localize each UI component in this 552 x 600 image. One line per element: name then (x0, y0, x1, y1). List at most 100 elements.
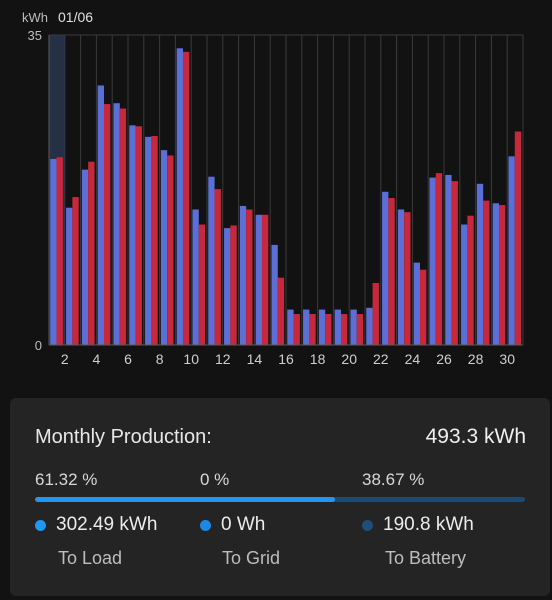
chart-bar[interactable] (135, 126, 142, 345)
chart-bar[interactable] (192, 209, 199, 345)
chart-bar[interactable] (261, 214, 269, 345)
chart-bar[interactable] (514, 131, 522, 345)
y-tick-label: 35 (28, 28, 42, 43)
chart-bar[interactable] (145, 136, 152, 345)
to-grid-percent: 0 % (200, 470, 230, 489)
x-tick-label: 6 (124, 351, 132, 367)
chart-bar[interactable] (445, 174, 452, 345)
distribution-bar (35, 497, 525, 502)
chart-bar[interactable] (334, 309, 341, 345)
chart-bar[interactable] (151, 135, 158, 345)
chart-bar[interactable] (461, 224, 468, 345)
chart-bar[interactable] (340, 314, 348, 345)
chart-bar[interactable] (309, 314, 316, 345)
chart-bar[interactable] (97, 85, 104, 345)
to-battery-percent: 38.67 % (362, 470, 425, 489)
chart-bar[interactable] (198, 224, 206, 345)
chart-bar[interactable] (160, 150, 168, 345)
to-load-percent: 61.32 % (35, 470, 98, 489)
chart-bar[interactable] (113, 103, 120, 345)
chart-bar[interactable] (483, 200, 490, 345)
distribution-bar-load-fill (35, 497, 336, 502)
chart-bar[interactable] (388, 197, 395, 345)
chart-bar[interactable] (239, 205, 247, 345)
chart-bar[interactable] (277, 277, 285, 345)
to-grid-label: To Grid (222, 548, 281, 568)
chart-bar[interactable] (119, 108, 127, 345)
chart-bar[interactable] (293, 314, 300, 345)
x-tick-label: 4 (93, 351, 101, 367)
chart-bar[interactable] (419, 269, 427, 345)
x-tick-label: 20 (341, 351, 357, 367)
chart-bar[interactable] (429, 177, 436, 345)
chart-bar[interactable] (50, 159, 57, 345)
chart-bar[interactable] (397, 209, 405, 345)
chart-bar[interactable] (350, 309, 357, 345)
chart-bar[interactable] (246, 209, 253, 345)
chart-bar[interactable] (508, 156, 515, 345)
to-grid-value: 0 Wh (221, 514, 266, 535)
chart-bar[interactable] (382, 191, 389, 345)
x-tick-label: 2 (61, 351, 69, 367)
to-load-value-row: 302.49 kWh (35, 514, 157, 536)
chart-bar[interactable] (224, 228, 231, 345)
chart-bar[interactable] (325, 314, 332, 345)
chart-bar[interactable] (366, 307, 373, 345)
chart-bar[interactable] (372, 283, 379, 345)
chart-bar[interactable] (56, 157, 63, 345)
monthly-production-total: 493.3 kWh (425, 425, 526, 448)
chart-bar[interactable] (214, 189, 221, 345)
chart-bar[interactable] (467, 215, 474, 345)
chart-bar[interactable] (208, 176, 215, 345)
to-load-label: To Load (58, 548, 123, 568)
x-tick-label: 22 (373, 351, 389, 367)
chart-bar[interactable] (492, 203, 499, 345)
to-battery-value: 190.8 kWh (383, 514, 474, 535)
chart-bar[interactable] (404, 212, 411, 345)
chart-bar[interactable] (476, 183, 484, 345)
monthly-production-card: Monthly Production: 493.3 kWh 61.32 % 0 … (10, 398, 550, 596)
chart-bar[interactable] (182, 51, 190, 345)
x-tick-label: 8 (156, 351, 164, 367)
battery-dot-icon (362, 519, 373, 531)
to-grid-value-row: 0 Wh (200, 514, 265, 536)
monthly-production-title: Monthly Production: (35, 426, 212, 448)
chart-bar[interactable] (103, 104, 111, 345)
daily-energy-chart[interactable]: kWh 01/06 35 0 2 4 6 8 10 12 14 16 18 20 22 24 26 28 3… (0, 0, 552, 380)
chart-bar[interactable] (72, 197, 79, 345)
chart-bar[interactable] (303, 309, 310, 345)
chart-bar[interactable] (230, 225, 237, 345)
x-tick-label: 14 (247, 351, 263, 367)
chart-bar[interactable] (356, 314, 364, 345)
chart-bar[interactable] (129, 125, 136, 345)
chart-bar[interactable] (255, 214, 262, 345)
to-battery-value-row: 190.8 kWh (362, 514, 474, 536)
chart-bar[interactable] (435, 173, 443, 345)
chart-bar[interactable] (413, 262, 420, 345)
chart-bar[interactable] (176, 48, 183, 346)
chart-bar[interactable] (167, 155, 174, 345)
selected-date-label: 01/06 (58, 9, 93, 25)
chart-bar[interactable] (318, 309, 326, 345)
chart-bars[interactable] (50, 48, 522, 346)
unit-label: kWh (22, 10, 48, 25)
x-tick-label: 18 (310, 351, 326, 367)
to-battery-label: To Battery (385, 548, 467, 568)
x-tick-label: 16 (278, 351, 294, 367)
chart-bar[interactable] (271, 244, 278, 345)
x-tick-label: 12 (215, 351, 231, 367)
chart-bar[interactable] (66, 207, 73, 345)
load-dot-icon (35, 519, 46, 531)
chart-bar[interactable] (81, 169, 89, 345)
chart-axes (48, 35, 523, 346)
chart-gridlines (48, 34, 524, 345)
chart-bar[interactable] (287, 309, 294, 345)
x-tick-label: 30 (499, 351, 515, 367)
x-tick-label: 26 (436, 351, 452, 367)
x-tick-labels: 2 4 6 8 10 12 14 16 18 20 22 24 26 28 30 (61, 351, 515, 367)
x-tick-label: 10 (183, 351, 199, 367)
x-tick-label: 24 (405, 351, 421, 367)
chart-bar[interactable] (451, 181, 458, 345)
chart-bar[interactable] (498, 205, 506, 345)
chart-bar[interactable] (88, 161, 95, 345)
